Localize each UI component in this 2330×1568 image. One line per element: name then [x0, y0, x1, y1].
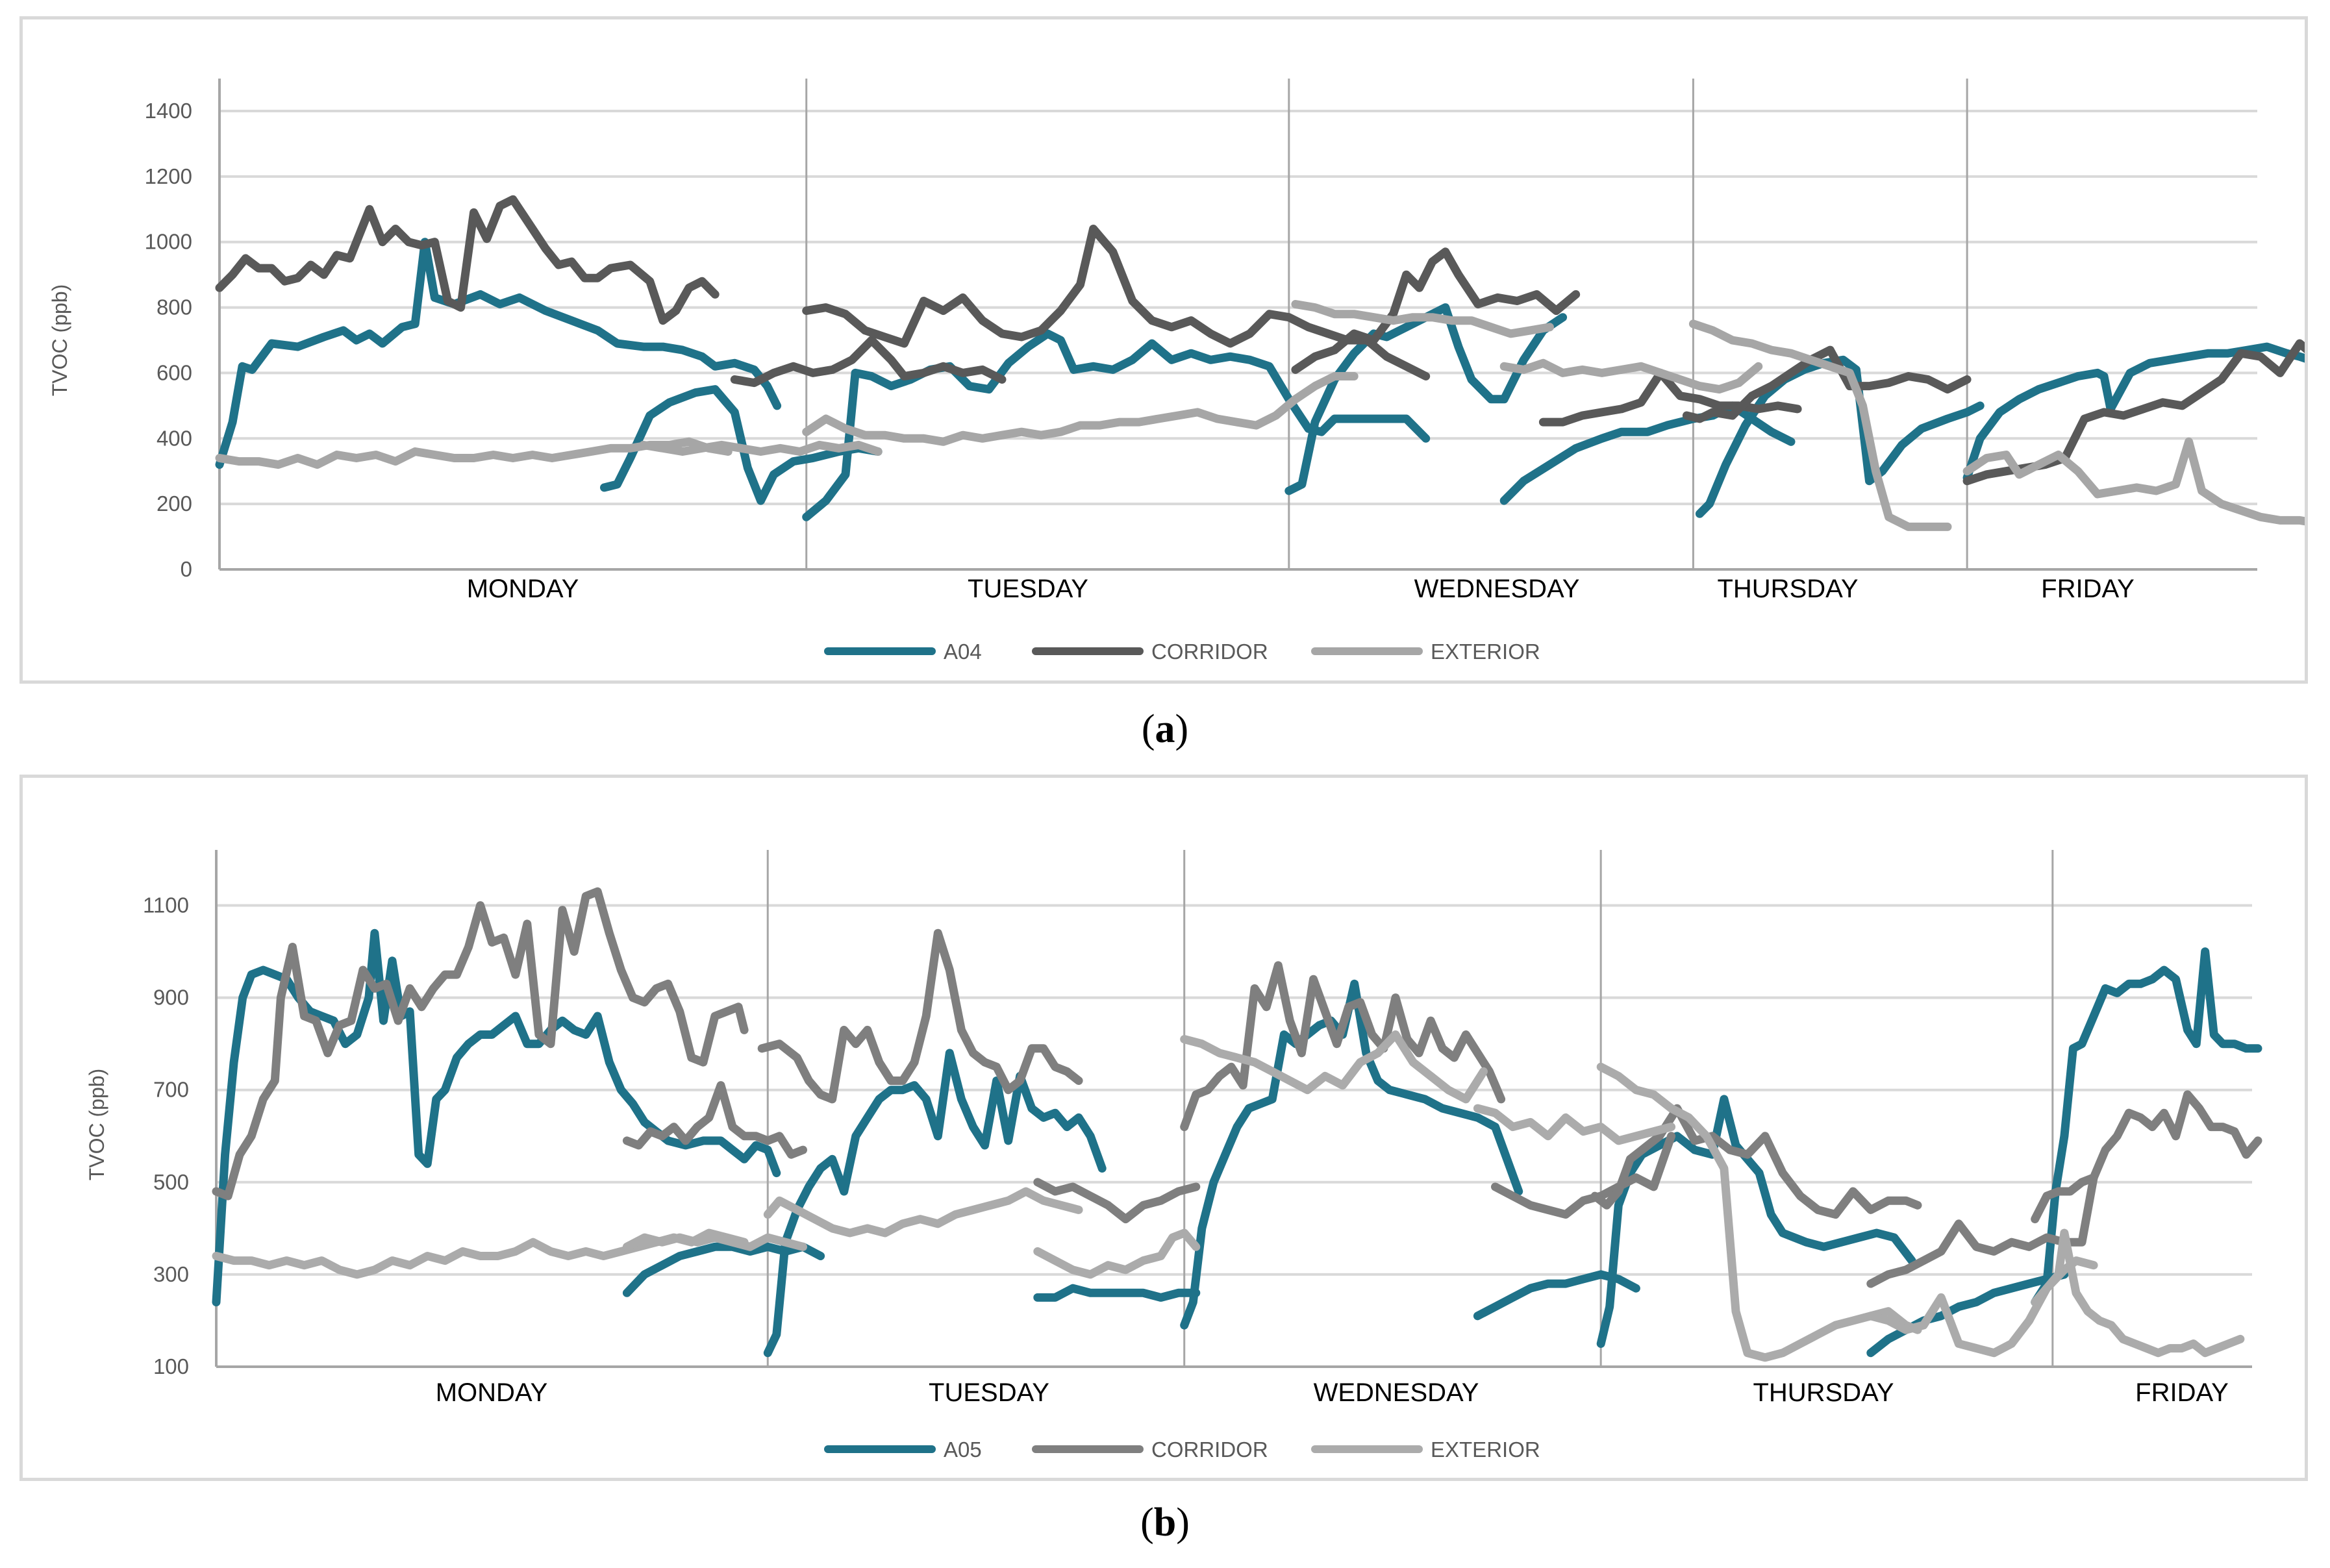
- series-line-a04: [600, 385, 883, 505]
- series-line-exterior: [639, 440, 883, 456]
- legend-label: EXTERIOR: [1431, 1437, 1540, 1462]
- day-label: THURSDAY: [1717, 575, 1858, 603]
- day-label: MONDAY: [467, 575, 579, 603]
- chart-panel-a: 0 200 400 600 800 1000 1200 1400 MONDAY TUESDAY WE…: [19, 16, 2330, 684]
- chart-a-svg: 0 200 400 600 800 1000 1200 1400 MONDAY TUESDAY WE…: [48, 79, 2330, 664]
- y-tick-label: 700: [153, 1078, 189, 1102]
- y-tick-label: 900: [153, 986, 189, 1010]
- y-axis-label: TVOC (ppb): [85, 1069, 108, 1180]
- y-axis-label: TVOC (ppb): [48, 284, 71, 396]
- series-line-corridor: [730, 336, 1007, 388]
- series-line-exterior: [1033, 1228, 1201, 1279]
- chart-panel-b: 100 300 500 700 900 1100 MONDAY TUESDAY WEDNESDA…: [19, 775, 2308, 1481]
- y-tick-label: 1000: [145, 230, 192, 254]
- day-label: MONDAY: [436, 1378, 548, 1407]
- series-line-corridor: [1033, 1178, 1201, 1224]
- y-tick-label: 0: [181, 557, 192, 581]
- series-line-a04: [1962, 342, 2330, 482]
- series-line-a05: [2031, 947, 2262, 1306]
- series-line-exterior: [1291, 300, 1554, 338]
- series-line-a05: [1033, 1284, 1201, 1302]
- series-line-exterior: [1962, 437, 2330, 528]
- caption-b-label: b: [1153, 1500, 1177, 1545]
- series-line-exterior: [2031, 1228, 2245, 1358]
- series-exterior: [215, 300, 2330, 531]
- legend-label: A05: [944, 1437, 982, 1462]
- series-line-corridor: [1180, 961, 1506, 1132]
- series-line-a04: [215, 238, 782, 469]
- series-exterior: [212, 1030, 2245, 1362]
- day-label: TUESDAY: [929, 1378, 1049, 1407]
- series-line-a05: [763, 1049, 1107, 1358]
- series-line-corridor: [1538, 368, 1802, 427]
- series-line-corridor: [757, 928, 1083, 1104]
- series-line-corridor: [212, 887, 749, 1201]
- legend-label: EXTERIOR: [1431, 640, 1540, 664]
- series-line-corridor: [2031, 1090, 2262, 1224]
- day-label: THURSDAY: [1753, 1378, 1894, 1407]
- y-tick-label: 200: [157, 492, 192, 516]
- y-tick-label: 1200: [145, 164, 192, 188]
- series-line-a04: [1695, 355, 1985, 518]
- series-corridor: [212, 887, 2262, 1288]
- series-line-exterior: [1499, 358, 1763, 394]
- series-line-corridor: [1590, 1104, 1922, 1219]
- y-tick-label: 100: [153, 1354, 189, 1378]
- y-tick-label: 300: [153, 1262, 189, 1286]
- series-line-a05: [1596, 1095, 1916, 1348]
- series-line-corridor: [1291, 247, 1581, 374]
- series-line-corridor: [802, 225, 1431, 380]
- series-line-exterior: [763, 1187, 1083, 1238]
- chart-b-svg: 100 300 500 700 900 1100 MONDAY TUESDAY WEDNESDA…: [85, 850, 2262, 1462]
- legend-label: A04: [944, 640, 982, 664]
- series-line-corridor: [1682, 345, 1972, 423]
- y-tick-label: 1100: [143, 893, 189, 917]
- legend-label: CORRIDOR: [1151, 640, 1268, 664]
- caption-a: (a): [1141, 707, 1189, 751]
- series-line-corridor: [215, 195, 720, 325]
- series-line-a05: [622, 1242, 825, 1297]
- y-tick-label: 800: [157, 295, 192, 319]
- day-label: FRIDAY: [2041, 575, 2135, 603]
- series-a05: [212, 928, 2262, 1358]
- series-line-corridor: [1962, 339, 2330, 486]
- caption-a-label: a: [1155, 707, 1175, 751]
- caption-b: (b): [1140, 1500, 1190, 1545]
- day-label: WEDNESDAY: [1314, 1378, 1479, 1407]
- series-line-exterior: [622, 1233, 807, 1251]
- series-line-exterior: [802, 372, 1359, 446]
- series-line-corridor: [622, 1081, 807, 1159]
- series-line-exterior: [1473, 1104, 1676, 1145]
- day-label: WEDNESDAY: [1414, 575, 1580, 603]
- y-tick-label: 400: [157, 426, 192, 450]
- series-line-corridor: [1491, 1132, 1676, 1219]
- day-label: FRIDAY: [2135, 1378, 2229, 1407]
- y-tick-label: 500: [153, 1170, 189, 1194]
- legend-label: CORRIDOR: [1151, 1437, 1268, 1462]
- day-label: TUESDAY: [968, 575, 1088, 603]
- y-tick-label: 600: [157, 360, 192, 384]
- series-line-exterior: [1180, 1030, 1488, 1104]
- y-tick-label: 1400: [145, 99, 192, 123]
- series-line-exterior: [1688, 319, 1952, 531]
